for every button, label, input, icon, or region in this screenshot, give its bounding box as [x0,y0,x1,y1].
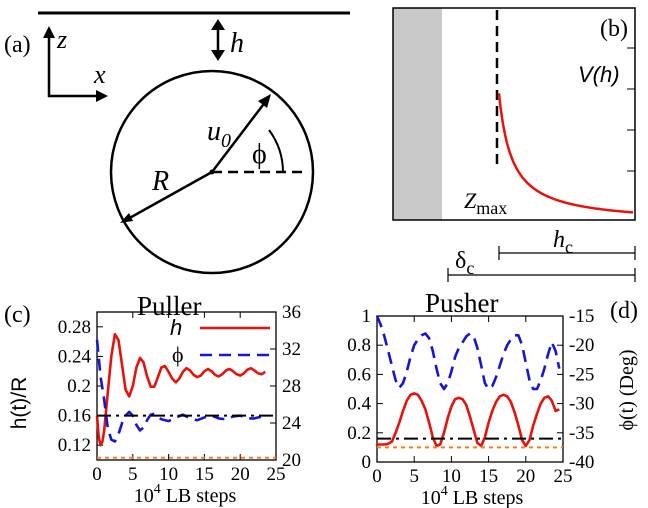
chart-c-ylabel: h(t)/R [8,377,31,430]
z-axis-label: z [56,25,67,54]
y-tick-label: 0 [362,452,372,473]
velocity-label: u0 [207,116,231,152]
panel-d-label: (d) [610,298,638,324]
radius-arrow [125,170,213,222]
x-tick-label: 10 [159,464,178,485]
y-tick-label: 1 [362,306,372,327]
y-tick-label: 0.6 [347,364,371,385]
y-tick-label: 0.12 [58,435,91,456]
h-series-line [377,392,560,448]
x-tick-label: 20 [231,464,250,485]
x-axis-label: x [93,60,106,89]
particle-center [209,169,215,175]
zmax-label-sub: max [476,198,507,218]
y-tick-label: 0.28 [58,317,91,338]
wall-rect [393,8,442,220]
legend-phi-label: ϕ [172,342,184,367]
chart-d-xlabel-base: 10 [421,487,441,508]
legend-h-label: h [170,315,182,340]
gap-arrowhead-up [211,19,225,30]
chart-d-xlabel: 104 LB steps [421,484,524,508]
y2-tick-label: 32 [282,339,301,360]
x-tick-label: 15 [479,466,498,487]
y-tick-label: 0.2 [347,423,371,444]
x-tick-label: 0 [372,466,382,487]
radius-label: R [151,166,169,197]
panel-d: (d) Pusher ϕ(t) (Deg) 104 LB steps 0 5 10 1… [347,288,638,508]
chart-c-title: Puller [137,291,202,321]
y-tick-label: 0.24 [58,346,92,367]
panel-a-label: (a) [4,32,31,58]
x-tick-label: 5 [128,464,138,485]
y2-tick-label: -40 [569,452,594,473]
y-tick-label: 0.2 [67,376,91,397]
chart-d-title: Pusher [425,288,499,318]
zmax-label: Zmax [464,188,507,218]
y2-tick-label: -35 [569,423,594,444]
phi-series-line [375,315,561,391]
potential-curve [497,93,634,214]
x-tick-label: 15 [195,464,214,485]
chart-d-xlabel-rest: LB steps [448,487,524,508]
zmax-label-main: Z [464,188,477,213]
potential-label: V(h) [578,62,620,87]
panel-c-label: (c) [4,302,31,328]
y2-tick-label: 28 [282,376,301,397]
velocity-arrow [211,100,267,173]
particle-circle [109,69,315,275]
gap-arrowhead-down [211,50,225,61]
x-tick-label: 5 [409,466,419,487]
delta-label: δc [455,248,474,278]
x-tick-label: 20 [516,466,535,487]
y2-tick-label: 36 [282,302,301,323]
panel-b: (b) V(h) Zmax hc δc [392,7,636,282]
h-series-line [95,332,266,447]
y-tick-label: 0.8 [347,335,371,356]
chart-c-xlabel: 104 LB steps [134,482,237,507]
chart-c-xlabel-exp: 4 [154,482,161,497]
chart-d-ylabel: ϕ(t) (Deg) [616,349,638,430]
chart-c-xlabel-rest: LB steps [161,485,237,507]
z-axis-arrowhead [43,26,55,38]
x-tick-label: 25 [554,466,573,487]
radius-arrowhead [120,213,133,223]
x-axis-arrowhead [96,90,108,102]
y-tick-label: 0.4 [347,394,371,415]
delta-label-sub: c [466,258,474,278]
y2-tick-label: 24 [282,413,302,434]
x-tick-label: 25 [267,464,286,485]
plot-frame [376,315,564,463]
velocity-label-sub: 0 [221,130,231,152]
panel-b-frame [392,7,636,221]
delta-label-main: δ [455,248,466,274]
velocity-label-main: u [207,116,221,147]
chart-c-xlabel-base: 10 [134,485,154,507]
panel-c: (c) Puller h(t)/R 104 LB steps 0 5 10 15 20 2… [4,291,302,507]
gap-label: h [230,28,244,59]
x-tick-label: 10 [442,466,461,487]
chart-d-xlabel-exp: 4 [441,484,448,499]
angle-arc [268,129,284,173]
panel-a: (a) z x h R u0 ϕ [4,11,350,275]
panel-b-label: (b) [600,16,628,42]
y2-tick-label: -20 [569,335,594,356]
y2-tick-label: -25 [569,364,594,385]
y2-tick-label: -30 [569,394,594,415]
velocity-arrowhead [258,94,271,108]
angle-label: ϕ [252,139,267,170]
y2-tick-label: -15 [569,306,594,327]
hc-label: hc [553,227,573,257]
y-tick-label: 0.16 [58,406,91,427]
hc-label-sub: c [565,237,573,257]
y2-tick-label: 20 [282,450,301,471]
chart-d-plot: 0 5 10 15 20 25 0 0.2 0.4 0.6 0.8 1 -40 -35 -30 -25 -20 -… [347,306,594,487]
hc-label-main: h [553,227,565,253]
x-tick-label: 0 [92,464,102,485]
